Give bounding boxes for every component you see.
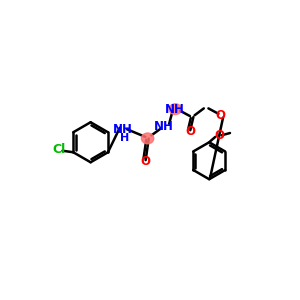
Text: NH: NH	[154, 120, 174, 134]
Text: O: O	[185, 125, 195, 138]
Ellipse shape	[169, 104, 182, 115]
Text: NH: NH	[165, 103, 185, 116]
Ellipse shape	[141, 133, 154, 144]
Text: O: O	[216, 109, 226, 122]
Text: NH: NH	[113, 123, 133, 136]
Text: O: O	[140, 155, 150, 168]
Text: Cl: Cl	[52, 143, 65, 157]
Text: H: H	[120, 134, 129, 143]
Text: O: O	[214, 129, 224, 142]
